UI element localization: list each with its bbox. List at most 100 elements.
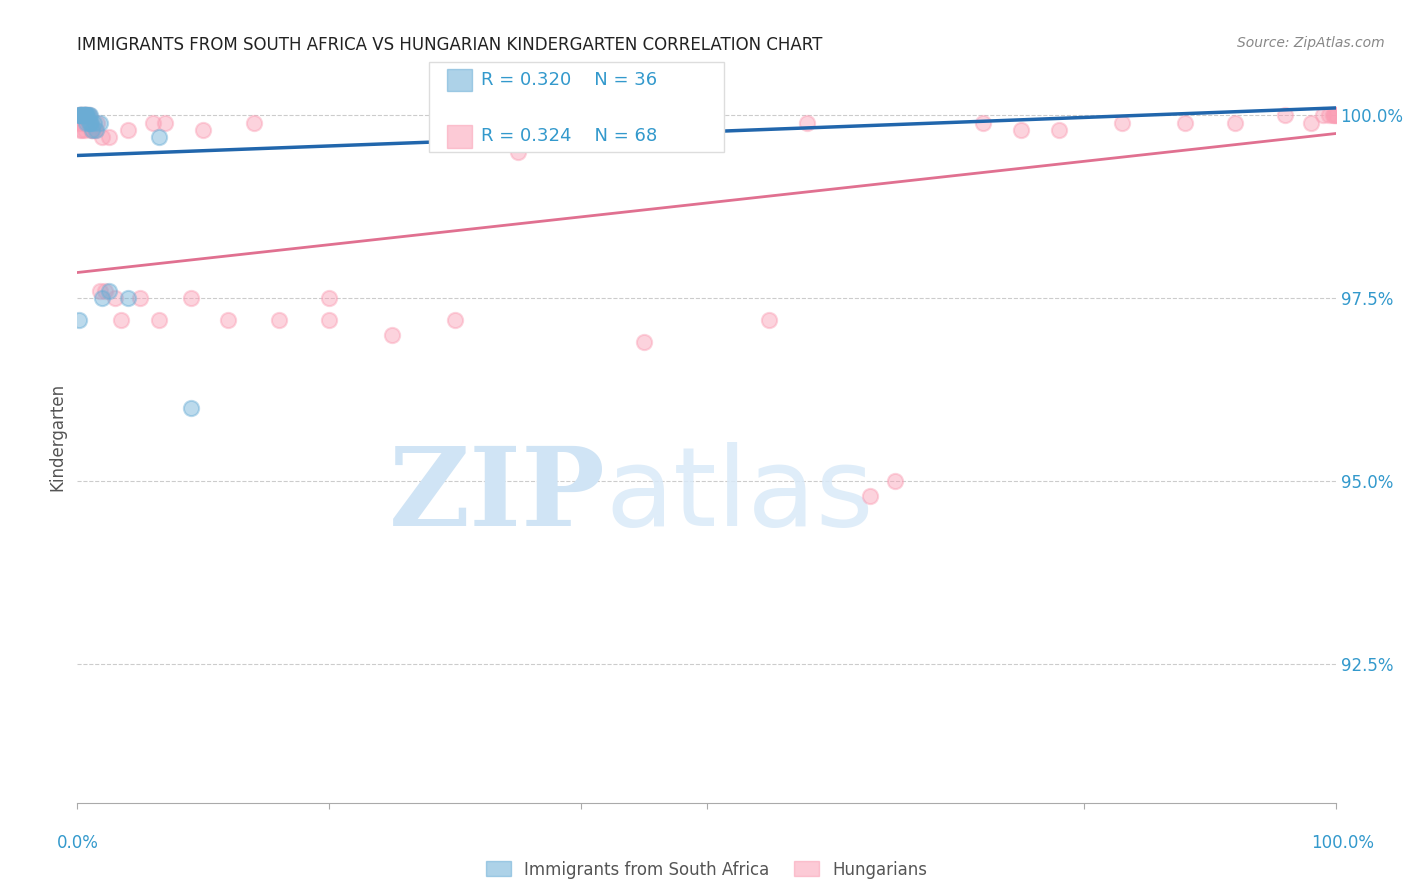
Point xyxy=(86,115,108,129)
Point xyxy=(75,108,97,122)
Text: R = 0.324    N = 68: R = 0.324 N = 68 xyxy=(481,128,657,145)
Point xyxy=(70,108,93,122)
Point xyxy=(69,108,91,122)
Point xyxy=(79,108,101,122)
Point xyxy=(72,123,94,137)
Point xyxy=(217,313,239,327)
Point xyxy=(318,291,340,305)
Point xyxy=(73,108,96,122)
Point xyxy=(1010,123,1032,137)
Y-axis label: Kindergarten: Kindergarten xyxy=(48,383,66,491)
Point xyxy=(506,145,529,159)
Point xyxy=(972,115,994,129)
Point xyxy=(1274,108,1296,122)
Point xyxy=(75,108,97,122)
Point xyxy=(91,291,114,305)
Point xyxy=(72,108,94,122)
Point xyxy=(859,489,882,503)
Point xyxy=(67,108,90,122)
Point xyxy=(79,115,101,129)
Point xyxy=(91,130,114,145)
Point xyxy=(1299,115,1322,129)
Point xyxy=(77,108,100,122)
Point xyxy=(67,115,90,129)
Point xyxy=(72,108,94,122)
Point xyxy=(191,123,215,137)
Point xyxy=(82,123,104,137)
Point xyxy=(148,313,170,327)
Point xyxy=(267,313,290,327)
Point xyxy=(70,108,93,122)
Point xyxy=(70,108,93,122)
Point xyxy=(117,291,139,305)
Point xyxy=(155,115,177,129)
Point xyxy=(69,123,91,137)
Point xyxy=(77,115,100,129)
Point xyxy=(72,108,94,122)
Point xyxy=(318,313,340,327)
Point xyxy=(76,108,98,122)
Point xyxy=(1174,115,1197,129)
Point xyxy=(77,108,100,122)
Point xyxy=(69,108,91,122)
Point xyxy=(104,291,127,305)
Point xyxy=(1111,115,1133,129)
Point xyxy=(444,313,467,327)
Point xyxy=(117,123,139,137)
Point xyxy=(72,108,94,122)
Point xyxy=(110,313,132,327)
Point xyxy=(1223,115,1246,129)
Point xyxy=(97,284,120,298)
Point xyxy=(67,313,90,327)
Point xyxy=(67,108,90,122)
Point xyxy=(72,108,94,122)
Text: Source: ZipAtlas.com: Source: ZipAtlas.com xyxy=(1237,36,1385,50)
Point xyxy=(83,115,105,129)
Point xyxy=(89,115,111,129)
Point xyxy=(73,108,96,122)
Point xyxy=(444,123,467,137)
Point xyxy=(148,130,170,145)
Point xyxy=(544,108,567,122)
Point xyxy=(76,108,98,122)
Point xyxy=(180,401,202,415)
Point xyxy=(73,123,96,137)
Point xyxy=(76,115,98,129)
Point xyxy=(72,115,94,129)
Point xyxy=(72,108,94,122)
Point xyxy=(696,123,718,137)
Point xyxy=(82,123,104,137)
Point xyxy=(1324,108,1347,122)
Text: IMMIGRANTS FROM SOUTH AFRICA VS HUNGARIAN KINDERGARTEN CORRELATION CHART: IMMIGRANTS FROM SOUTH AFRICA VS HUNGARIA… xyxy=(77,36,823,54)
Point xyxy=(80,123,103,137)
Point xyxy=(73,108,96,122)
Point xyxy=(84,123,107,137)
Text: ZIP: ZIP xyxy=(389,442,606,549)
Point xyxy=(80,115,103,129)
Point xyxy=(796,115,818,129)
Point xyxy=(75,108,97,122)
Point xyxy=(1319,108,1341,122)
Point xyxy=(1322,108,1344,122)
Point xyxy=(1324,108,1347,122)
Point xyxy=(94,284,117,298)
Point xyxy=(381,327,404,342)
Point xyxy=(1312,108,1334,122)
Point xyxy=(180,291,202,305)
Point xyxy=(595,115,617,129)
Point xyxy=(83,123,105,137)
Point xyxy=(72,108,94,122)
Point xyxy=(79,115,101,129)
Text: atlas: atlas xyxy=(606,442,875,549)
Point xyxy=(1323,108,1346,122)
Point xyxy=(633,334,655,349)
Point xyxy=(75,115,97,129)
Point xyxy=(758,313,780,327)
Point xyxy=(70,108,93,122)
Text: R = 0.320    N = 36: R = 0.320 N = 36 xyxy=(481,71,657,89)
Point xyxy=(70,115,93,129)
Point xyxy=(77,115,100,129)
Point xyxy=(142,115,165,129)
Point xyxy=(75,115,97,129)
Point xyxy=(242,115,264,129)
